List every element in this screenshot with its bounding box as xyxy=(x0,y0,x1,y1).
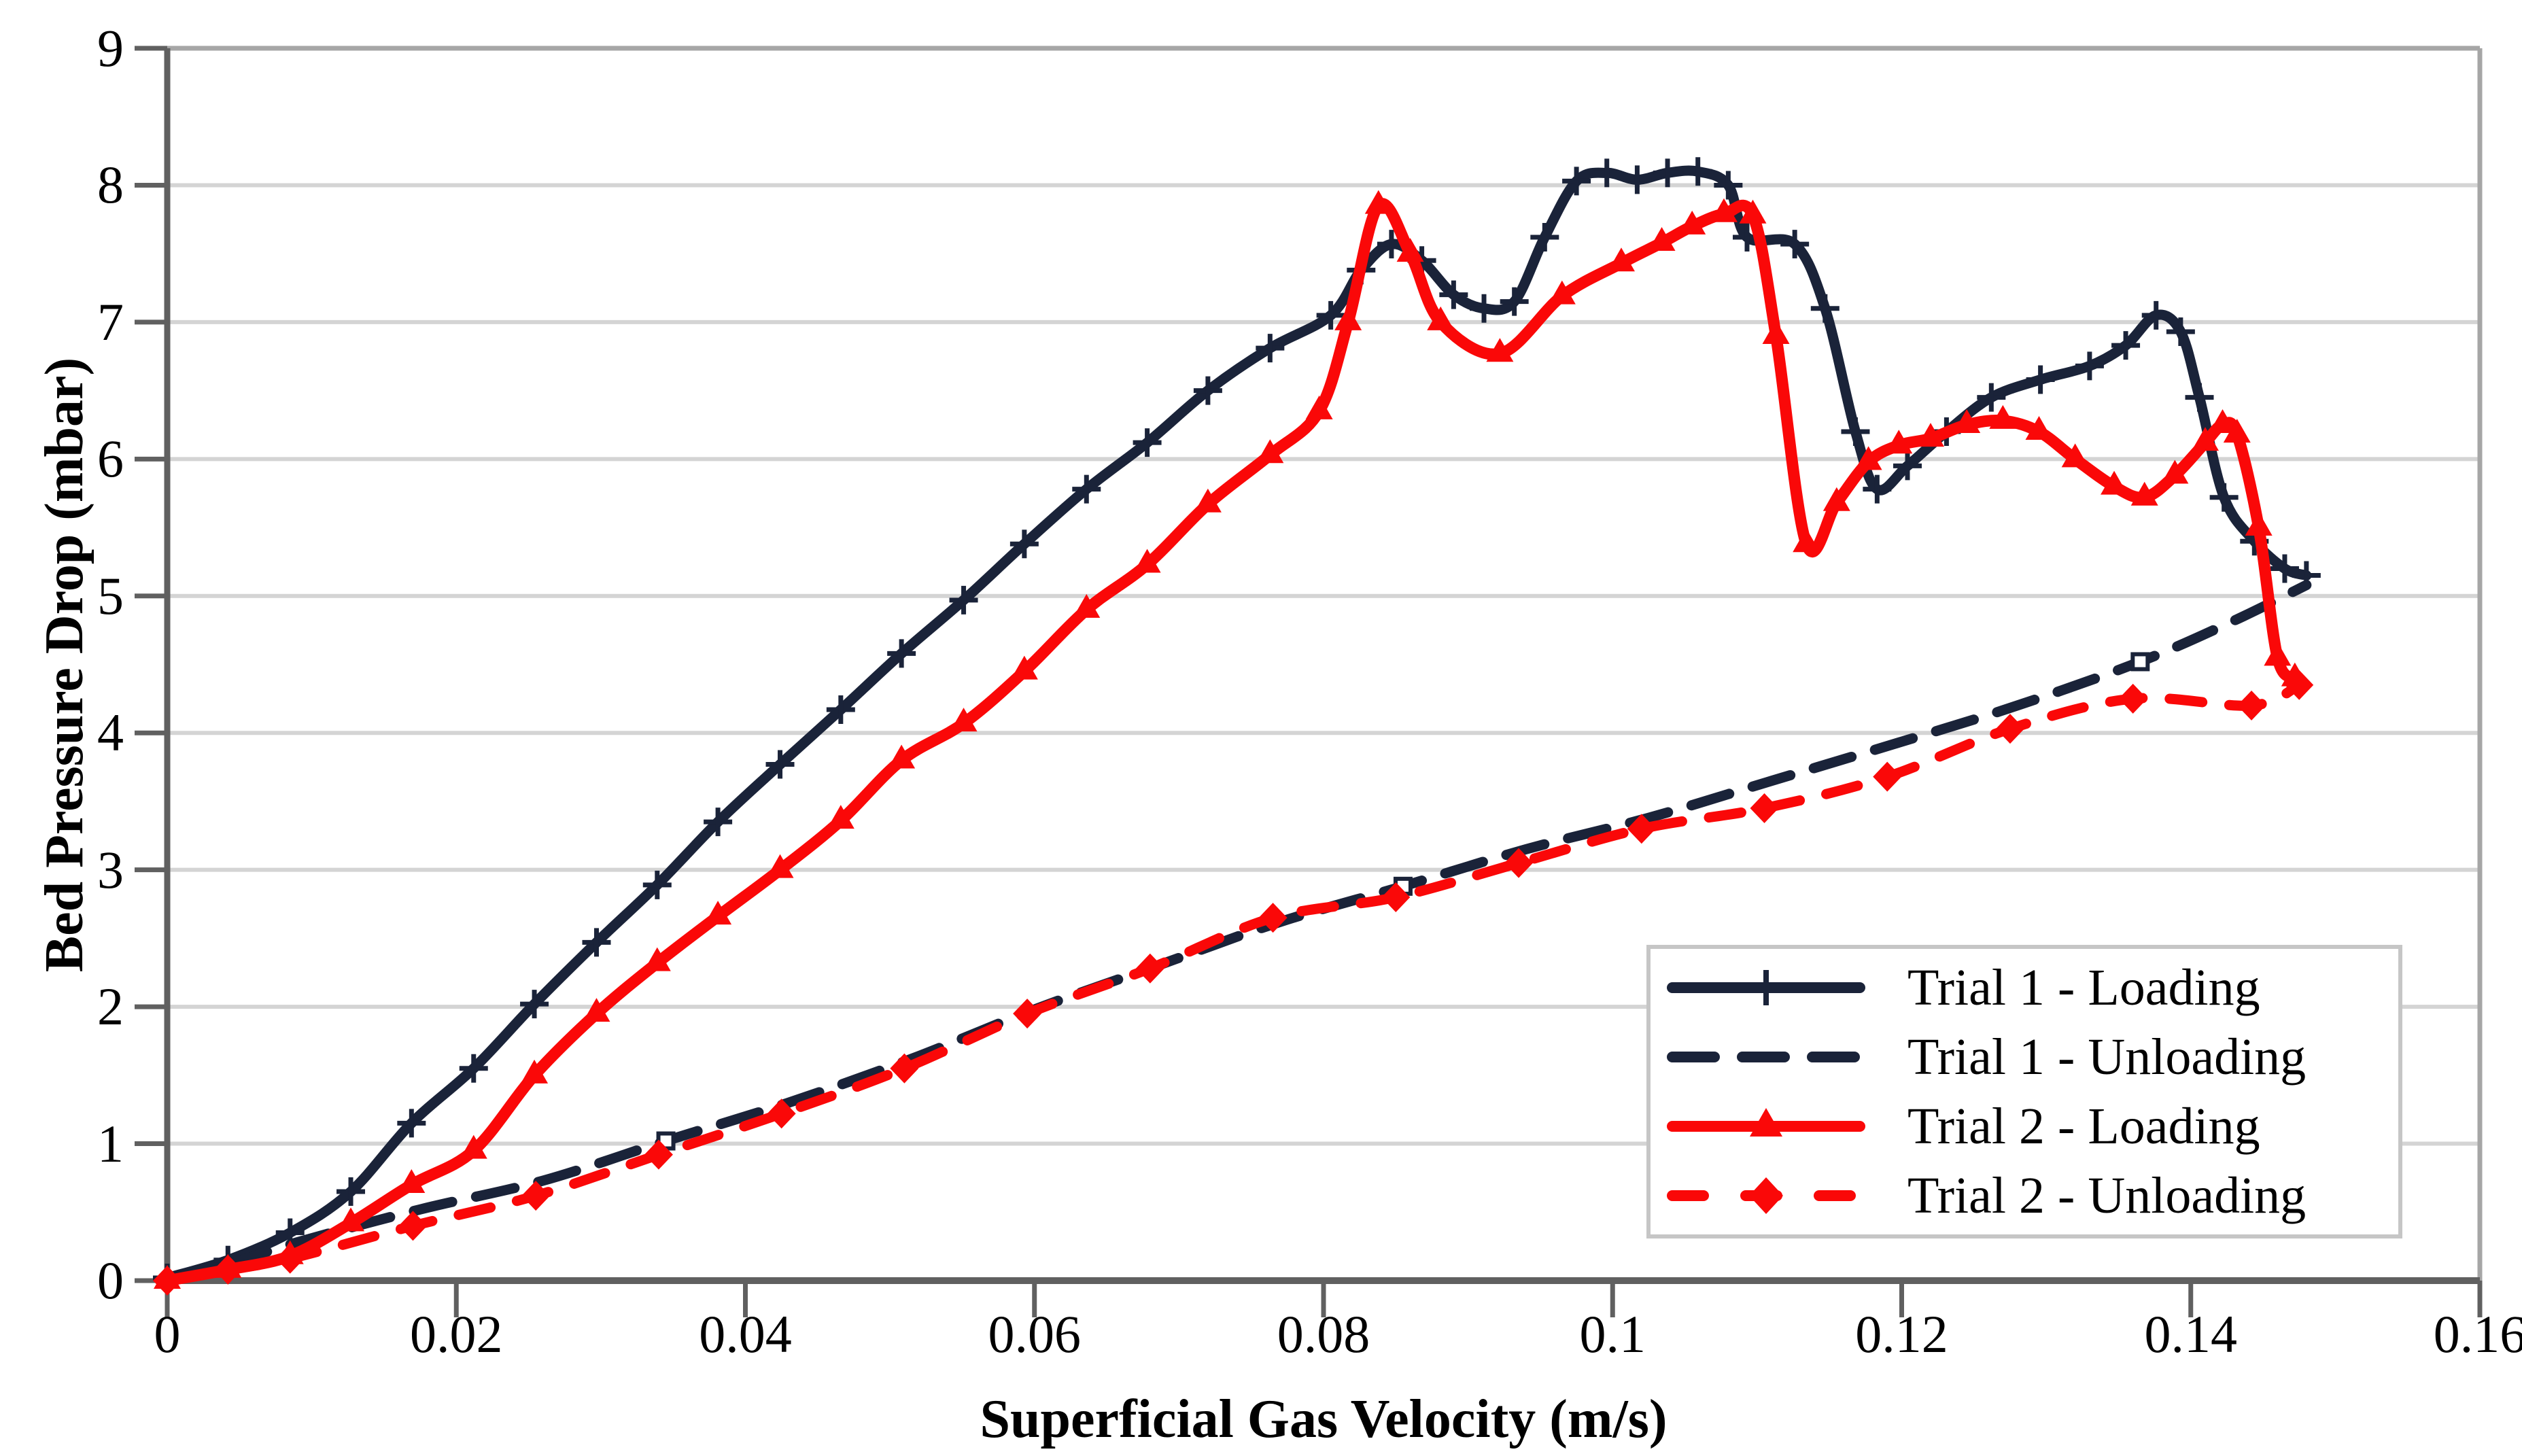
x-tick-label-0.14: 0.14 xyxy=(2144,1304,2238,1364)
legend-label-trial1-unloading: Trial 1 - Unloading xyxy=(1907,1028,2307,1086)
x-tick-label-0.08: 0.08 xyxy=(1277,1304,1370,1364)
x-tick-label-0.02: 0.02 xyxy=(410,1304,503,1364)
legend-key-trial1-unloading-icon xyxy=(1667,1052,1865,1062)
y-tick-label-7: 7 xyxy=(97,292,124,351)
y-tick-label-8: 8 xyxy=(97,155,124,215)
series-trial-1-unloading xyxy=(162,580,2312,1283)
legend-label-trial2-unloading: Trial 2 - Unloading xyxy=(1907,1166,2307,1224)
legend-row-trial2-unloading: Trial 2 - Unloading xyxy=(1664,1162,2398,1230)
series-trial-2-unloading xyxy=(153,670,2314,1296)
legend-key-trial1-loading-icon xyxy=(1667,970,1865,1005)
y-tick-label-4: 4 xyxy=(97,703,124,763)
legend-row-trial2-loading: Trial 2 - Loading xyxy=(1664,1092,2398,1160)
x-tick-label-0.1: 0.1 xyxy=(1579,1304,1646,1364)
legend-row-trial1-loading: Trial 1 - Loading xyxy=(1664,954,2398,1022)
x-tick-label-0: 0 xyxy=(154,1304,181,1364)
x-axis-title: Superficial Gas Velocity (m/s) xyxy=(980,1389,1668,1449)
x-tick-label-0.06: 0.06 xyxy=(988,1304,1082,1364)
y-tick-label-9: 9 xyxy=(97,18,124,77)
x-tick-label-0.16: 0.16 xyxy=(2433,1304,2522,1364)
legend: Trial 1 - Loading Trial 1 - Unloading Tr… xyxy=(1646,945,2402,1238)
legend-key-trial2-unloading-icon xyxy=(1667,1177,1865,1214)
legend-label-trial1-loading: Trial 1 - Loading xyxy=(1907,958,2260,1016)
x-tick-label-0.04: 0.04 xyxy=(699,1304,792,1364)
series-trial-2-loading xyxy=(154,190,2309,1289)
series-trial-1-loading xyxy=(153,157,2321,1292)
legend-label-trial2-loading: Trial 2 - Loading xyxy=(1907,1097,2260,1155)
y-tick-label-6: 6 xyxy=(97,429,124,489)
y-axis-title: Bed Pressure Drop (mbar) xyxy=(35,357,94,973)
y-tick-label-2: 2 xyxy=(97,977,124,1037)
y-tick-label-5: 5 xyxy=(97,566,124,625)
legend-row-trial1-unloading: Trial 1 - Unloading xyxy=(1664,1023,2398,1091)
legend-key-trial2-loading-icon xyxy=(1667,1108,1865,1137)
y-tick-label-0: 0 xyxy=(97,1251,124,1310)
y-tick-label-1: 1 xyxy=(97,1113,124,1173)
x-tick-label-0.12: 0.12 xyxy=(1855,1304,1948,1364)
y-tick-label-3: 3 xyxy=(97,839,124,899)
